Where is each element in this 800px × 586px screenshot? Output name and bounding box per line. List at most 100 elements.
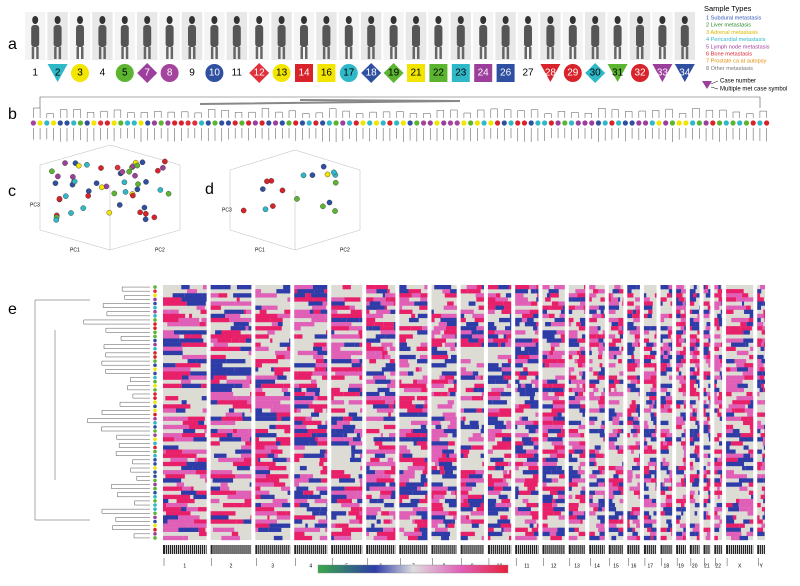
heatmap-cell bbox=[719, 322, 722, 326]
heatmap-cell bbox=[542, 429, 547, 433]
scan-body bbox=[143, 25, 151, 47]
heatmap-cell bbox=[757, 326, 763, 330]
heatmap-cell bbox=[270, 495, 274, 499]
heatmap-cell bbox=[575, 306, 583, 310]
heatmap-cell bbox=[244, 285, 251, 289]
heatmap-cell bbox=[632, 301, 634, 305]
scan-body bbox=[122, 16, 128, 24]
heatmap-cell bbox=[356, 515, 362, 519]
heatmap-cell bbox=[394, 301, 396, 305]
sample-symbol bbox=[185, 120, 190, 125]
heatmap-cell bbox=[714, 524, 720, 528]
legend-pointer bbox=[711, 81, 718, 84]
heatmap-cell bbox=[515, 408, 523, 412]
heatmap-cell bbox=[447, 392, 450, 396]
dendro-branch bbox=[558, 111, 565, 118]
heatmap-cell bbox=[399, 310, 401, 314]
heatmap-cell bbox=[602, 507, 605, 511]
heatmap-cell bbox=[399, 491, 412, 495]
sample-symbol bbox=[690, 120, 695, 125]
heatmap-cell bbox=[369, 359, 376, 363]
row-symbol bbox=[153, 409, 157, 413]
heatmap-cell bbox=[255, 519, 277, 523]
pca-point bbox=[112, 191, 117, 196]
heatmap-cell bbox=[421, 425, 426, 429]
heatmap-cell bbox=[250, 392, 251, 396]
heatmap-cell bbox=[294, 536, 312, 540]
heatmap-cell bbox=[663, 507, 666, 511]
heatmap-cell bbox=[647, 314, 651, 318]
heatmap-cell bbox=[569, 396, 575, 400]
pca-point bbox=[117, 202, 122, 207]
heatmap-cell bbox=[726, 441, 731, 445]
heatmap-cell bbox=[648, 310, 652, 314]
chromosome-ideogram bbox=[704, 545, 711, 554]
heatmap-cell bbox=[488, 499, 496, 503]
heatmap-cell bbox=[270, 462, 275, 466]
scan-body bbox=[256, 47, 259, 59]
heatmap-cell bbox=[242, 413, 244, 417]
heatmap-cell bbox=[704, 470, 707, 474]
heatmap-cell bbox=[255, 495, 260, 499]
heatmap-cell bbox=[481, 343, 483, 347]
heatmap-cell bbox=[572, 297, 581, 301]
ideogram-band bbox=[575, 545, 576, 554]
heatmap-cell bbox=[424, 482, 427, 486]
dendro-branch bbox=[639, 111, 646, 118]
heatmap-cell bbox=[294, 478, 308, 482]
sample-symbol bbox=[286, 120, 291, 125]
ideogram-band bbox=[314, 545, 315, 554]
heatmap-cell bbox=[229, 400, 248, 404]
heatmap-cell bbox=[637, 462, 640, 466]
heatmap-cell bbox=[757, 400, 763, 404]
heatmap-cell bbox=[393, 515, 395, 519]
heatmap-cell bbox=[411, 421, 424, 425]
heatmap-cell bbox=[714, 515, 720, 519]
dendro-branch bbox=[102, 361, 150, 365]
heatmap-cell bbox=[690, 524, 695, 528]
ideogram-band bbox=[376, 545, 377, 554]
dendro-branch bbox=[106, 369, 150, 373]
heatmap-cell bbox=[271, 400, 280, 404]
heatmap-cell bbox=[271, 408, 291, 412]
ideogram-band bbox=[233, 545, 234, 554]
heatmap-cell bbox=[536, 285, 538, 289]
heatmap-cell bbox=[211, 474, 219, 478]
ideogram-band bbox=[359, 545, 360, 554]
heatmap-cell bbox=[211, 375, 214, 379]
heatmap-cell bbox=[726, 413, 734, 417]
pca-point bbox=[115, 165, 120, 170]
heatmap-cell bbox=[431, 511, 448, 515]
heatmap-cell bbox=[347, 318, 359, 322]
row-symbol bbox=[153, 396, 157, 400]
heatmap-cell bbox=[553, 507, 564, 511]
row-symbol bbox=[153, 458, 157, 462]
ideogram-band bbox=[205, 545, 206, 554]
heatmap-cell bbox=[376, 334, 386, 338]
heatmap-cell bbox=[697, 470, 700, 474]
heatmap-cell bbox=[219, 437, 241, 441]
heatmap-cell bbox=[358, 367, 362, 371]
heatmap-cell bbox=[714, 482, 717, 486]
heatmap-cell bbox=[255, 408, 262, 412]
scan-body bbox=[166, 25, 174, 47]
heatmap-cell bbox=[496, 380, 509, 384]
heatmap-cell bbox=[706, 355, 710, 359]
heatmap-cell bbox=[261, 503, 282, 507]
heatmap-cell bbox=[681, 441, 686, 445]
ideogram-band bbox=[349, 545, 350, 554]
ideogram-band bbox=[171, 545, 172, 554]
heatmap-cell bbox=[670, 433, 672, 437]
heatmap-cell bbox=[730, 425, 733, 429]
scan-body bbox=[546, 25, 554, 47]
heatmap-cell bbox=[557, 433, 565, 437]
heatmap-cell bbox=[294, 363, 315, 367]
heatmap-cell bbox=[584, 495, 586, 499]
heatmap-cell bbox=[214, 343, 228, 347]
chromosome-label: 4 bbox=[309, 563, 312, 569]
heatmap-cell bbox=[743, 519, 750, 523]
heatmap-cell bbox=[241, 491, 251, 495]
heatmap-cell bbox=[190, 371, 206, 375]
heatmap-cell bbox=[445, 359, 457, 363]
heatmap-cell bbox=[237, 297, 240, 301]
